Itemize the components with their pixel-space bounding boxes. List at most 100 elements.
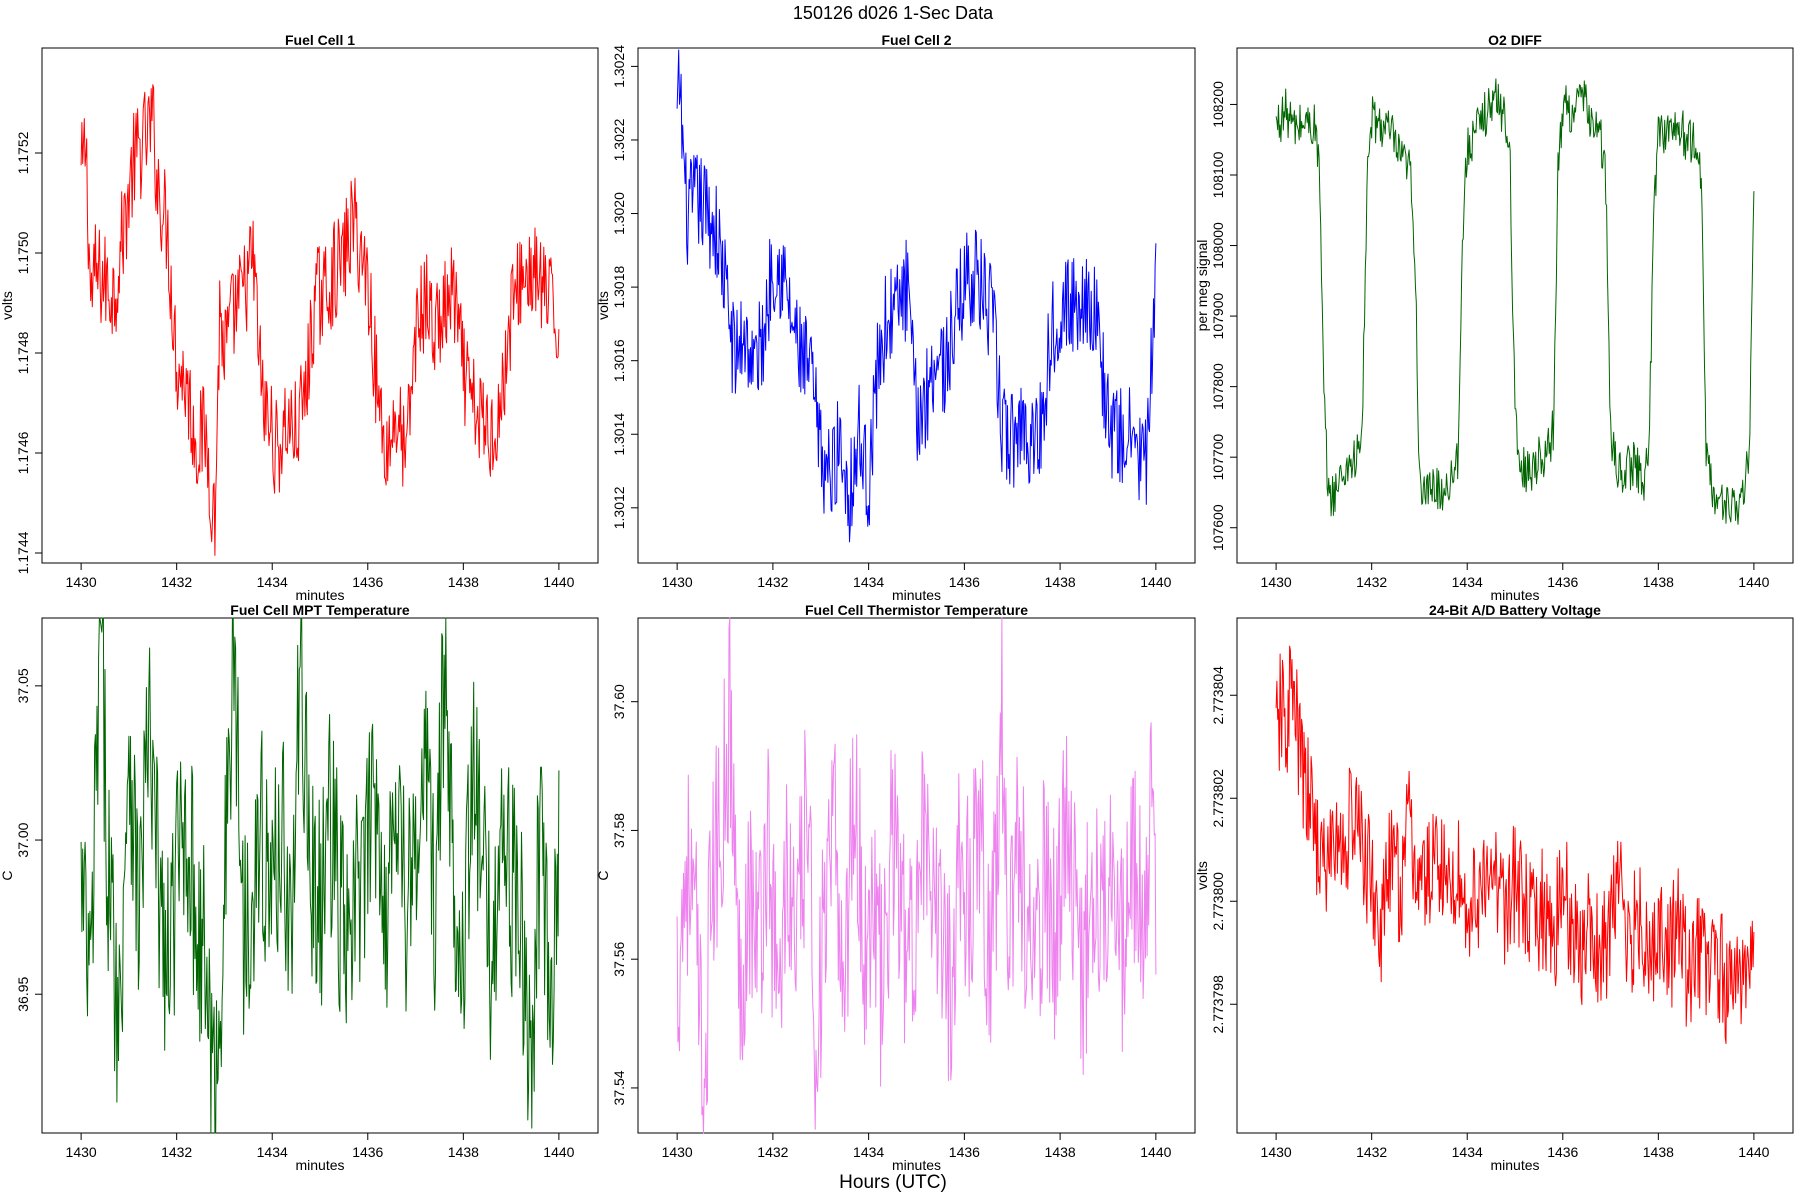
chart3-xtick-label: 1434 (1452, 574, 1483, 590)
chart2-series-line (676, 49, 1157, 543)
chart3-xtick-label: 1430 (1261, 574, 1292, 590)
chart1-xtick-label: 1438 (448, 574, 479, 590)
chart6-xtick-label: 1438 (1643, 1144, 1674, 1160)
chart5-ylabel: C (595, 870, 611, 880)
chart1-title: Fuel Cell 1 (285, 32, 355, 48)
chart4-ylabel: C (0, 870, 15, 880)
chart3-title: O2 DIFF (1488, 32, 1542, 48)
chart4-series-line (80, 617, 560, 1134)
chart6-xlabel: minutes (1490, 1157, 1539, 1173)
chart1-ytick-label: 1.1744 (15, 531, 31, 574)
chart6-ytick-label: 2.773798 (1210, 975, 1226, 1034)
chart1-ytick-label: 1.1748 (15, 331, 31, 374)
chart5-xlabel: minutes (892, 1157, 941, 1173)
chart1-ytick-label: 1.1750 (15, 231, 31, 274)
chart2-xtick-label: 1432 (757, 574, 788, 590)
chart3-ytick-label: 107900 (1210, 293, 1226, 340)
chart1-xtick-label: 1432 (161, 574, 192, 590)
chart2-xlabel: minutes (892, 587, 941, 603)
chart4-xtick-label: 1434 (257, 1144, 288, 1160)
chart2-xtick-label: 1438 (1045, 574, 1076, 590)
chart2-ytick-label: 1.3014 (611, 413, 627, 456)
chart5-ytick-label: 37.60 (611, 684, 627, 719)
chart3-ytick-label: 108000 (1210, 222, 1226, 269)
chart3-xtick-label: 1436 (1547, 574, 1578, 590)
chart6-xtick-label: 1432 (1356, 1144, 1387, 1160)
chart6-plot-frame (1236, 617, 1794, 1134)
chart4-xtick-label: 1436 (352, 1144, 383, 1160)
chart5-xtick-label: 1436 (949, 1144, 980, 1160)
chart4-xtick-label: 1440 (543, 1144, 574, 1160)
chart6-xtick-label: 1436 (1547, 1144, 1578, 1160)
chart2-ytick-label: 1.3016 (611, 339, 627, 382)
chart5-xtick-label: 1434 (853, 1144, 884, 1160)
chart1-ytick-label: 1.1746 (15, 431, 31, 474)
chart6-ylabel: volts (1194, 861, 1210, 890)
chart3-ytick-label: 108200 (1210, 81, 1226, 128)
chart4-xtick-label: 1432 (161, 1144, 192, 1160)
chart2-ytick-label: 1.3024 (611, 45, 627, 88)
chart5-ytick-label: 37.56 (611, 941, 627, 976)
chart6-ytick-label: 2.773802 (1210, 769, 1226, 828)
chart1-plot-frame (41, 47, 599, 564)
figure-suptitle: 150126 d026 1-Sec Data (793, 3, 994, 23)
chart2-ytick-label: 1.3020 (611, 192, 627, 235)
chart5-series-line (676, 617, 1157, 1134)
chart2-ytick-label: 1.3018 (611, 265, 627, 308)
panels-group: Fuel Cell 1 1430 1432 1434 1436 1438 1440 minut… (0, 32, 1794, 1173)
chart4-ytick-label: 36.95 (15, 977, 31, 1012)
chart1-xtick-label: 1430 (66, 574, 97, 590)
chart6-ytick-label: 2.773800 (1210, 872, 1226, 931)
chart5-title: Fuel Cell Thermistor Temperature (805, 602, 1028, 618)
chart6-series-line (1275, 645, 1755, 1045)
chart2-plot-frame (637, 47, 1196, 564)
chart2-xtick-label: 1434 (853, 574, 884, 590)
chart2-title: Fuel Cell 2 (881, 32, 951, 48)
chart4-xlabel: minutes (295, 1157, 344, 1173)
chart2-xtick-label: 1430 (662, 574, 693, 590)
chart5-plot-frame (637, 617, 1196, 1134)
chart3-xlabel: minutes (1490, 587, 1539, 603)
figure-bottom-label: Hours (UTC) (839, 1172, 947, 1193)
chart4-ytick-label: 37.00 (15, 822, 31, 857)
chart2-ylabel: volts (595, 291, 611, 320)
chart1-series-line (80, 84, 560, 556)
chart4-title: Fuel Cell MPT Temperature (230, 602, 410, 618)
chart3-xtick-label: 1432 (1356, 574, 1387, 590)
chart3-ytick-label: 107600 (1210, 504, 1226, 551)
chart3-plot-frame (1236, 47, 1794, 564)
chart1-xlabel: minutes (295, 587, 344, 603)
chart6-title: 24-Bit A/D Battery Voltage (1429, 602, 1601, 618)
chart3-xtick-label: 1440 (1738, 574, 1769, 590)
chart3-ytick-label: 107700 (1210, 434, 1226, 481)
chart3-series-line (1275, 78, 1755, 525)
chart6-ytick-label: 2.773804 (1210, 666, 1226, 725)
chart5-ytick-label: 37.58 (611, 813, 627, 848)
chart1-xtick-label: 1440 (543, 574, 574, 590)
chart4-xtick-label: 1430 (66, 1144, 97, 1160)
chart1-xtick-label: 1434 (257, 574, 288, 590)
chart3-xtick-label: 1438 (1643, 574, 1674, 590)
chart3-ylabel: per meg signal (1194, 240, 1210, 332)
chart2-ytick-label: 1.3012 (611, 486, 627, 529)
chart4-ytick-label: 37.05 (15, 668, 31, 703)
chart1-xtick-label: 1436 (352, 574, 383, 590)
chart1-ytick-label: 1.1752 (15, 131, 31, 174)
chart5-ytick-label: 37.54 (611, 1070, 627, 1105)
chart3-ytick-label: 108100 (1210, 151, 1226, 198)
chart5-xtick-label: 1440 (1140, 1144, 1171, 1160)
chart1-ylabel: volts (0, 291, 15, 320)
chart2-ytick-label: 1.3022 (611, 118, 627, 161)
chart3-ytick-label: 107800 (1210, 363, 1226, 410)
chart4-xtick-label: 1438 (448, 1144, 479, 1160)
chart6-xtick-label: 1430 (1261, 1144, 1292, 1160)
chart6-xtick-label: 1434 (1452, 1144, 1483, 1160)
chart4-plot-frame (41, 617, 599, 1134)
chart5-xtick-label: 1430 (662, 1144, 693, 1160)
chart2-xtick-label: 1440 (1140, 574, 1171, 590)
chart6-xtick-label: 1440 (1738, 1144, 1769, 1160)
chart5-xtick-label: 1432 (757, 1144, 788, 1160)
chart5-xtick-label: 1438 (1045, 1144, 1076, 1160)
chart2-xtick-label: 1436 (949, 574, 980, 590)
